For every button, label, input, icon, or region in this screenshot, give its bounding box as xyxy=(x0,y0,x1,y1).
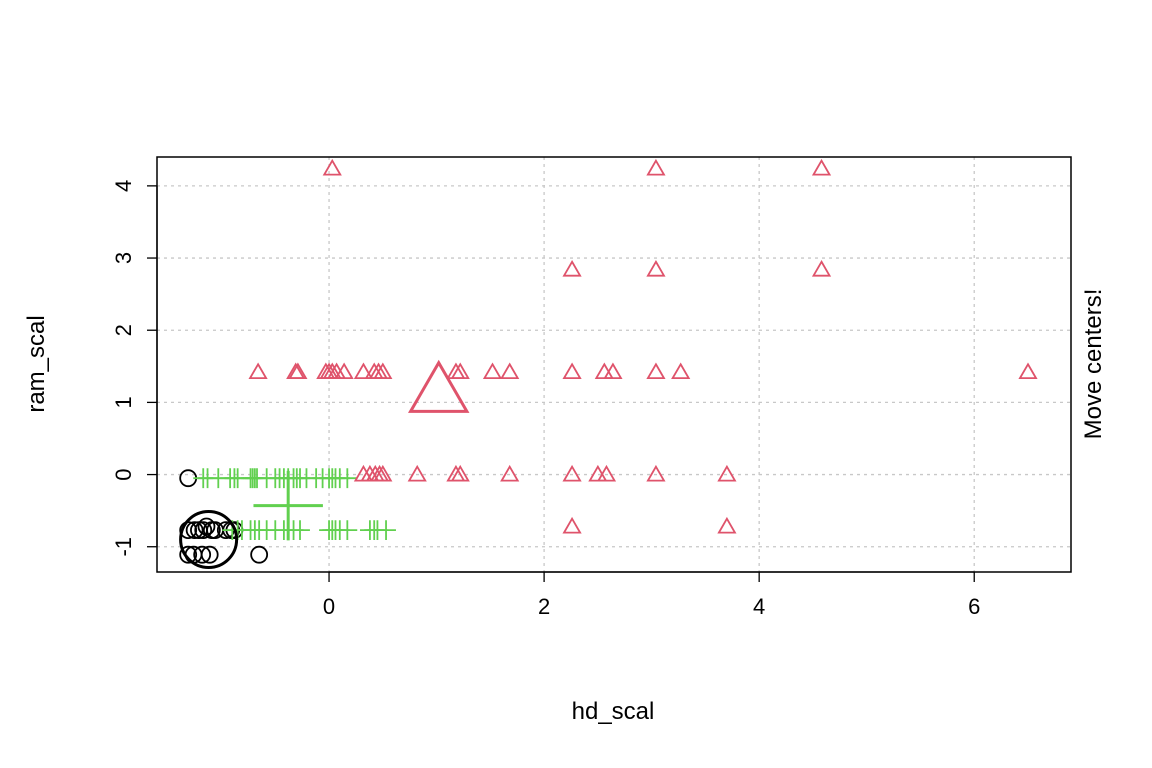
side-text-move-centers: Move centers! xyxy=(1080,289,1107,440)
triangle-point xyxy=(811,158,832,176)
y-axis: -1 0 1 2 3 4 xyxy=(111,180,158,557)
triangle-point xyxy=(717,516,737,534)
triangle-point xyxy=(811,259,832,277)
triangle-point xyxy=(562,259,582,277)
plus-point xyxy=(337,468,358,489)
circle-cluster-center xyxy=(179,510,239,570)
triangle-point xyxy=(450,362,470,380)
triangle-point xyxy=(322,158,342,176)
triangle-point xyxy=(562,464,582,482)
x-tick-label: 0 xyxy=(323,594,335,619)
triangle-point xyxy=(646,464,666,482)
x-tick-label: 4 xyxy=(753,594,765,619)
circle-point xyxy=(200,545,219,564)
y-tick-label: 2 xyxy=(111,324,136,336)
triangle-point xyxy=(603,362,623,380)
plus-cluster-center xyxy=(253,470,323,541)
y-tick-label: 3 xyxy=(111,252,136,264)
circle-point xyxy=(194,521,213,540)
x-tick-label: 6 xyxy=(968,594,980,619)
triangle-point xyxy=(500,464,520,482)
triangle-point xyxy=(562,516,582,534)
triangle-point xyxy=(646,158,666,176)
triangle-point xyxy=(373,362,393,380)
plus-point xyxy=(290,520,310,541)
plus-point xyxy=(337,520,358,541)
triangle-point xyxy=(288,362,308,380)
triangle-point xyxy=(717,464,737,482)
triangle-point xyxy=(407,464,427,482)
circle-point xyxy=(193,545,212,564)
y-tick-label: -1 xyxy=(111,537,136,557)
triangle-point xyxy=(500,362,520,380)
circle-point xyxy=(250,545,269,564)
x-tick-label: 2 xyxy=(538,594,550,619)
triangle-point xyxy=(646,259,666,277)
triangle-cluster-center xyxy=(408,359,470,413)
triangle-point xyxy=(1018,362,1038,380)
triangle-point xyxy=(482,362,503,380)
triangle-point xyxy=(248,362,268,380)
triangle-point xyxy=(334,362,354,380)
cluster-centers xyxy=(179,359,470,570)
plus-point xyxy=(376,520,396,541)
triangle-point xyxy=(671,362,691,380)
triangle-point xyxy=(562,362,582,380)
y-axis-title: ram_scal xyxy=(23,315,50,412)
data-points xyxy=(179,158,1038,564)
grid-lines xyxy=(157,157,1071,572)
x-axis: 0 2 4 6 xyxy=(323,571,980,619)
x-axis-title: hd_scal xyxy=(572,698,655,725)
triangle-point xyxy=(373,464,393,482)
circle-point xyxy=(197,517,216,536)
y-tick-label: 4 xyxy=(111,180,136,192)
triangle-point xyxy=(450,464,470,482)
y-tick-label: 1 xyxy=(111,396,136,408)
circle-point xyxy=(179,545,198,564)
circle-point xyxy=(185,521,204,540)
triangle-point xyxy=(646,362,666,380)
triangle-point xyxy=(596,464,617,482)
y-tick-label: 0 xyxy=(111,468,136,480)
triangle-point xyxy=(353,362,374,380)
